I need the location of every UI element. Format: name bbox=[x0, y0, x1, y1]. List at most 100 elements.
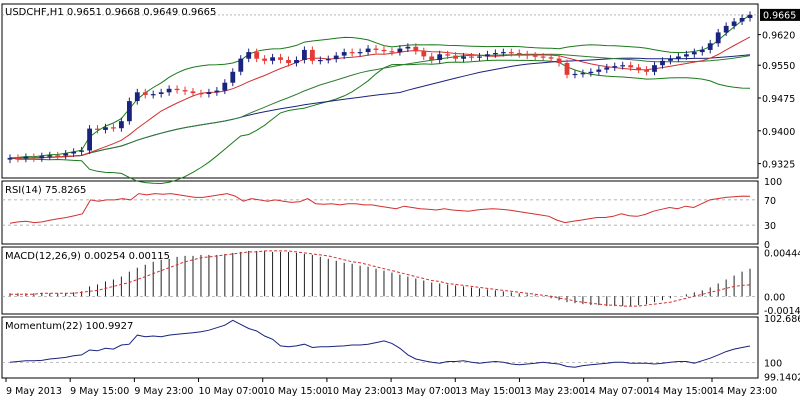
price-axis-label: 0.9620 bbox=[762, 31, 795, 42]
candle bbox=[532, 52, 538, 60]
candle-body bbox=[731, 21, 737, 26]
candle bbox=[572, 70, 578, 79]
bollinger-lower-line bbox=[9, 59, 751, 185]
candle bbox=[15, 154, 21, 163]
rsi-panel-title: RSI(14) 75.8265 bbox=[5, 185, 86, 196]
candle bbox=[294, 56, 299, 67]
macd-axis-label: 0.00444 bbox=[764, 249, 800, 260]
time-axis-label: 10 May 07:00 bbox=[199, 386, 264, 397]
candle-body bbox=[660, 60, 665, 66]
candle-body bbox=[684, 54, 689, 57]
candle bbox=[620, 61, 626, 70]
time-axis-label: 9 May 23:00 bbox=[134, 386, 193, 397]
time-axis-label: 13 May 07:00 bbox=[391, 386, 456, 397]
time-axis-label: 9 May 2013 bbox=[6, 386, 62, 397]
candle bbox=[381, 46, 387, 55]
candle bbox=[493, 49, 498, 58]
candle bbox=[715, 28, 721, 47]
candle-body bbox=[142, 92, 148, 95]
candle bbox=[628, 61, 634, 71]
rsi-axis-label: 100 bbox=[764, 177, 782, 188]
momentum-axis-label: 102.6869 bbox=[764, 314, 800, 325]
candle bbox=[373, 45, 379, 54]
candle bbox=[55, 151, 61, 160]
candle bbox=[437, 50, 443, 64]
candle-body bbox=[214, 90, 220, 93]
candle bbox=[79, 146, 84, 156]
candle bbox=[174, 85, 180, 94]
candle bbox=[7, 154, 13, 164]
candle bbox=[95, 125, 100, 134]
candle-body bbox=[134, 92, 140, 101]
time-axis: 9 May 2013 9 May 15:00 9 May 23:00 10 May 0… bbox=[5, 378, 777, 397]
candle bbox=[47, 151, 53, 160]
candle bbox=[747, 11, 753, 22]
candle-body bbox=[668, 58, 673, 61]
candle-body bbox=[23, 157, 29, 159]
candle bbox=[317, 56, 323, 65]
panel-frame-price bbox=[1, 3, 759, 179]
candle-body bbox=[87, 128, 92, 151]
candle bbox=[198, 89, 204, 98]
candle bbox=[469, 52, 474, 61]
panel-frame-mom bbox=[1, 316, 759, 379]
candle-body bbox=[628, 65, 634, 68]
candle-body bbox=[485, 54, 490, 57]
candle bbox=[660, 57, 665, 69]
rsi-axis-label: 0 bbox=[764, 240, 770, 251]
candle bbox=[699, 46, 705, 56]
candle bbox=[357, 48, 363, 57]
candle-body bbox=[365, 48, 371, 53]
candle bbox=[636, 63, 641, 74]
candle bbox=[707, 39, 713, 54]
candle bbox=[580, 69, 586, 78]
candle-body bbox=[421, 51, 427, 57]
candle-body bbox=[111, 127, 116, 129]
candle-body bbox=[516, 53, 522, 55]
price-axis-label: 0.9400 bbox=[762, 127, 795, 138]
candle-body bbox=[7, 157, 13, 160]
time-axis-label: 14 May 23:00 bbox=[712, 386, 777, 397]
time-axis-label: 14 May 07:00 bbox=[584, 386, 649, 397]
candle-body bbox=[437, 54, 443, 60]
candle-body bbox=[604, 67, 610, 70]
candle-body bbox=[182, 90, 188, 92]
price-axis: 0.9620 0.9550 0.9475 0.9400 0.9325 bbox=[758, 31, 795, 171]
candle bbox=[556, 55, 562, 67]
candle-body bbox=[238, 58, 244, 72]
macd-series bbox=[2, 250, 758, 307]
candle bbox=[588, 68, 594, 77]
candle-body bbox=[540, 56, 546, 58]
candle-body bbox=[747, 14, 753, 18]
macd-panel-title: MACD(12,26,9) 0.00254 0.00115 bbox=[5, 251, 170, 262]
momentum-axis: 102.6869 100 99.1402 bbox=[764, 314, 800, 384]
candle-body bbox=[63, 153, 69, 156]
candle bbox=[134, 88, 140, 105]
candle bbox=[540, 52, 546, 61]
candle-body bbox=[739, 18, 745, 22]
time-axis-label: 13 May 15:00 bbox=[455, 386, 520, 397]
candle bbox=[158, 88, 164, 98]
last-price-tag-box bbox=[760, 8, 800, 21]
candle-body bbox=[333, 55, 339, 60]
candle bbox=[501, 48, 506, 57]
candle bbox=[270, 53, 275, 65]
candle bbox=[222, 79, 228, 95]
macd-signal-line bbox=[10, 250, 751, 307]
candle-body bbox=[55, 155, 61, 157]
candle bbox=[731, 17, 737, 30]
moving-average-fast-line bbox=[9, 36, 751, 159]
candle-body bbox=[501, 52, 506, 54]
candle-body bbox=[508, 52, 514, 54]
candle bbox=[341, 48, 347, 60]
candle-body bbox=[469, 56, 474, 58]
candle bbox=[564, 59, 570, 79]
candle bbox=[524, 50, 530, 60]
time-axis-label: 14 May 15:00 bbox=[648, 386, 713, 397]
candle bbox=[214, 87, 220, 96]
candle-body bbox=[95, 128, 100, 130]
candle bbox=[389, 47, 395, 56]
candle-body bbox=[413, 46, 419, 52]
candle bbox=[206, 88, 212, 98]
rsi-series bbox=[2, 193, 758, 226]
